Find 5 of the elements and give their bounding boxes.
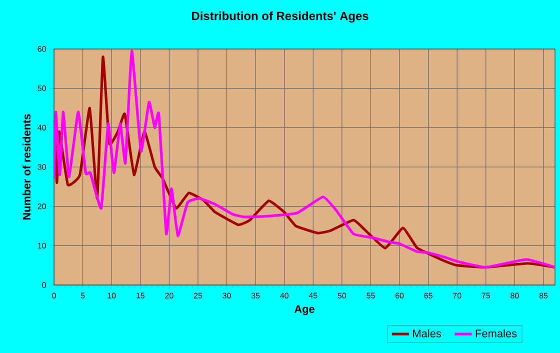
y-axis-title: Number of residents (22, 114, 31, 220)
x-axis-title: Age (294, 305, 314, 316)
legend-label: Females (476, 329, 517, 338)
legend-label: Males (413, 329, 442, 338)
chart-title: Distribution of Residents' Ages (192, 11, 368, 23)
